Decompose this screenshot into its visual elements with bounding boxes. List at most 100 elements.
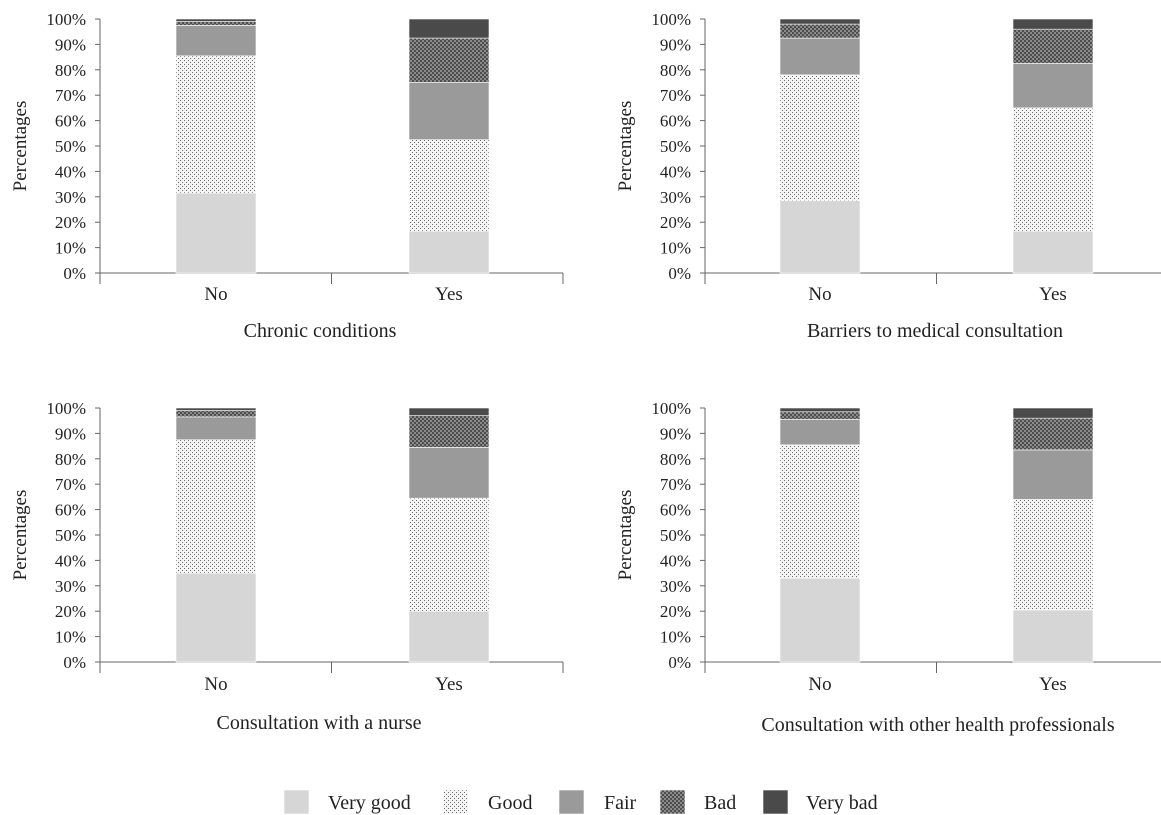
y-axis-label: Percentages [615, 490, 636, 581]
bar-segment-no-good [175, 439, 257, 574]
y-tick-label: 50% [55, 137, 86, 156]
bar-segment-yes-fair [408, 447, 490, 499]
bar-segment-yes-very-good [1012, 609, 1094, 663]
legend: Very good Good Fair Bad Very bad [283, 789, 878, 815]
bar-segment-yes-bad [1012, 417, 1094, 451]
x-category-label: No [204, 674, 227, 695]
bar-segment-yes-very-good [1012, 230, 1094, 274]
chart-panel-consultation-with-a-nurse: 0% 10% 20% 30% 40% 50% 60% 70% 80% 90% 100% Percent… [10, 399, 564, 734]
bar-segment-no-fair [779, 419, 861, 446]
y-tick-label: 50% [55, 526, 86, 545]
bar-segment-no-very-good [779, 200, 861, 274]
bar-segment-no-very-bad [175, 407, 257, 411]
legend-label: Very good [328, 792, 411, 814]
y-tick-label: 30% [55, 188, 86, 207]
bar-segment-no-good [779, 444, 861, 579]
y-tick-label: 10% [660, 628, 691, 647]
bar-segment-yes-good [408, 139, 490, 232]
legend-swatch [762, 789, 789, 815]
y-tick-label: 20% [55, 602, 86, 621]
bar-segment-no-bad [175, 21, 257, 26]
bar-segment-yes-very-bad [408, 18, 490, 39]
chart-title: Consultation with other health professio… [761, 714, 1114, 736]
bar-segment-yes-bad [1012, 28, 1094, 64]
bar-segment-yes-bad [408, 37, 490, 83]
y-tick-label: 30% [55, 577, 86, 596]
y-tick-label: 80% [660, 61, 691, 80]
chart-panel-consultation-with-other-health-professionals: 0% 10% 20% 30% 40% 50% 60% 70% 80% 90% 100% Percent… [615, 399, 1161, 736]
chart-title: Barriers to medical consultation [807, 320, 1063, 342]
y-tick-label: 90% [660, 35, 691, 54]
bar-segment-yes-good [1012, 107, 1094, 232]
legend-swatch [283, 789, 310, 815]
y-tick-label: 0% [668, 264, 691, 283]
chart-panel-barriers-to-medical-consultation: 0% 10% 20% 30% 40% 50% 60% 70% 80% 90% 100% Percent… [615, 10, 1161, 342]
y-tick-label: 90% [55, 424, 86, 443]
legend-item-very-bad: Very bad [762, 789, 878, 815]
legend-swatch [659, 789, 686, 815]
y-tick-label: 10% [660, 239, 691, 258]
y-tick-label: 50% [660, 137, 691, 156]
x-category-label: No [204, 284, 227, 305]
y-tick-label: 60% [660, 112, 691, 131]
y-tick-label: 10% [55, 628, 86, 647]
legend-label: Very bad [806, 792, 878, 814]
x-category-label: No [808, 674, 831, 695]
bar-segment-yes-good [1012, 499, 1094, 611]
bar-segment-no-fair [175, 25, 257, 57]
x-category-label: Yes [435, 674, 463, 695]
y-tick-label: 30% [660, 577, 691, 596]
bar-segment-no-fair [779, 37, 861, 76]
y-tick-label: 70% [660, 86, 691, 105]
bar-segment-no-good [175, 55, 257, 194]
bar-segment-no-bad [779, 411, 861, 420]
y-tick-label: 20% [660, 213, 691, 232]
y-tick-label: 20% [55, 213, 86, 232]
bar-segment-yes-very-bad [1012, 407, 1094, 419]
y-axis-label: Percentages [10, 101, 31, 192]
y-tick-label: 80% [660, 450, 691, 469]
legend-swatch [442, 789, 469, 815]
y-tick-label: 0% [63, 653, 86, 672]
legend-item-very-good: Very good [283, 789, 411, 815]
y-tick-label: 20% [660, 602, 691, 621]
legend-item-fair: Fair [558, 789, 637, 815]
y-tick-label: 100% [46, 10, 86, 29]
y-tick-label: 40% [660, 551, 691, 570]
chart-title: Chronic conditions [244, 320, 397, 342]
legend-label: Bad [704, 792, 736, 814]
bar-segment-yes-fair [408, 82, 490, 140]
bar-segment-yes-very-good [408, 610, 490, 663]
legend-item-good: Good [442, 789, 532, 815]
y-tick-label: 60% [55, 112, 86, 131]
y-tick-label: 40% [55, 162, 86, 181]
y-tick-label: 70% [660, 475, 691, 494]
bar-segment-yes-very-good [408, 230, 490, 274]
bar-segment-no-bad [175, 410, 257, 418]
y-tick-label: 50% [660, 526, 691, 545]
bar-segment-yes-fair [1012, 63, 1094, 109]
bar-segment-yes-fair [1012, 449, 1094, 500]
y-tick-label: 90% [660, 424, 691, 443]
chart-title: Consultation with a nurse [217, 712, 422, 734]
x-category-label: No [808, 284, 831, 305]
bar-segment-no-very-bad [779, 18, 861, 25]
y-tick-label: 100% [651, 399, 691, 418]
bar-segment-yes-very-bad [1012, 18, 1094, 30]
y-tick-label: 70% [55, 86, 86, 105]
y-tick-label: 80% [55, 450, 86, 469]
bar-segment-no-very-good [175, 192, 257, 274]
chart-panel-chronic-conditions: 0% 10% 20% 30% 40% 50% 60% 70% 80% 90% 100% Percent… [10, 10, 564, 342]
bar-segment-no-very-bad [779, 407, 861, 413]
bar-segment-no-good [779, 74, 861, 201]
y-tick-label: 100% [46, 399, 86, 418]
bar-segment-no-fair [175, 416, 257, 441]
bar-segment-yes-very-bad [408, 407, 490, 416]
bar-segment-no-bad [779, 23, 861, 39]
y-tick-label: 40% [660, 162, 691, 181]
y-tick-label: 40% [55, 551, 86, 570]
bar-segment-no-very-good [779, 577, 861, 663]
legend-label: Fair [604, 792, 637, 814]
x-category-label: Yes [1039, 284, 1067, 305]
